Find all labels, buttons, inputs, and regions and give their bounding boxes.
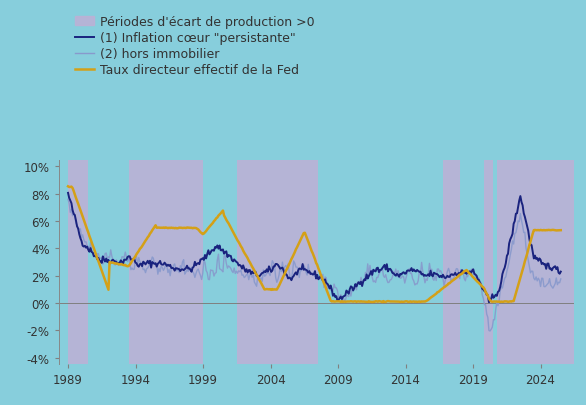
Bar <box>237 160 318 364</box>
Legend: Périodes d'écart de production >0, (1) Inflation cœur "persistante", (2) hors im: Périodes d'écart de production >0, (1) I… <box>70 11 319 82</box>
Bar <box>484 160 493 364</box>
Bar <box>68 160 88 364</box>
Bar <box>498 160 574 364</box>
Bar <box>129 160 203 364</box>
Bar <box>444 160 459 364</box>
